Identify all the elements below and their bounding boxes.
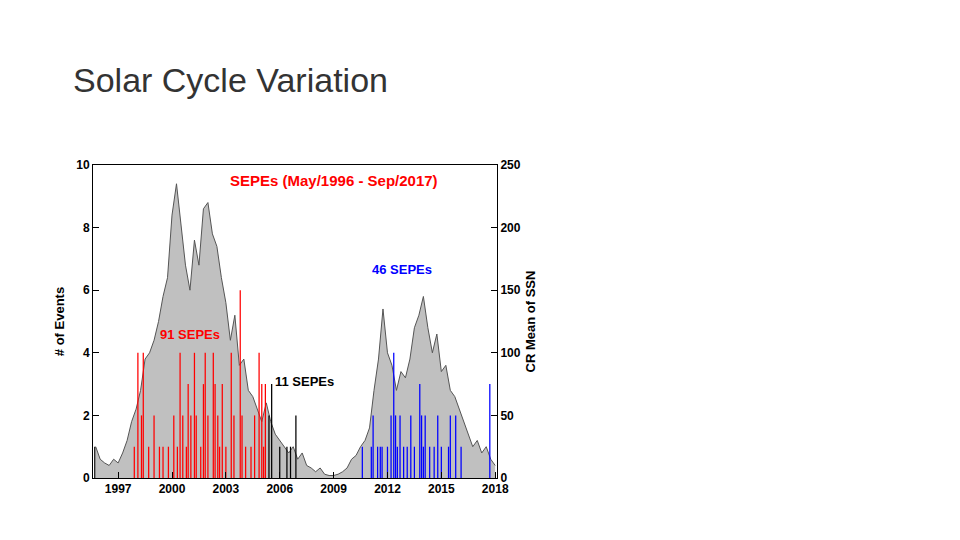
svg-text:200: 200: [500, 221, 520, 235]
svg-text:2: 2: [83, 409, 90, 423]
svg-text:250: 250: [500, 158, 520, 172]
svg-text:91 SEPEs: 91 SEPEs: [160, 327, 220, 342]
svg-text:100: 100: [500, 346, 520, 360]
svg-text:10: 10: [76, 158, 90, 172]
svg-text:50: 50: [500, 409, 514, 423]
svg-text:2012: 2012: [374, 482, 401, 496]
svg-text:8: 8: [83, 221, 90, 235]
svg-text:46 SEPEs: 46 SEPEs: [372, 262, 432, 277]
svg-text:2009: 2009: [320, 482, 347, 496]
svg-text:# of Events: # of Events: [52, 287, 67, 356]
svg-text:2018: 2018: [482, 482, 509, 496]
svg-text:2003: 2003: [213, 482, 240, 496]
svg-text:0: 0: [500, 471, 507, 485]
svg-text:11 SEPEs: 11 SEPEs: [275, 374, 334, 389]
svg-text:CR Mean of SSN: CR Mean of SSN: [523, 271, 538, 373]
svg-text:6: 6: [83, 283, 90, 297]
svg-text:0: 0: [83, 471, 90, 485]
svg-text:2015: 2015: [428, 482, 455, 496]
svg-text:2000: 2000: [159, 482, 186, 496]
svg-text:4: 4: [83, 346, 90, 360]
svg-text:1997: 1997: [105, 482, 132, 496]
svg-text:150: 150: [500, 283, 520, 297]
svg-text:2006: 2006: [266, 482, 293, 496]
svg-text:Solar Cycle Variation: Solar Cycle Variation: [73, 61, 388, 99]
svg-text:SEPEs (May/1996 - Sep/2017): SEPEs (May/1996 - Sep/2017): [230, 172, 438, 189]
